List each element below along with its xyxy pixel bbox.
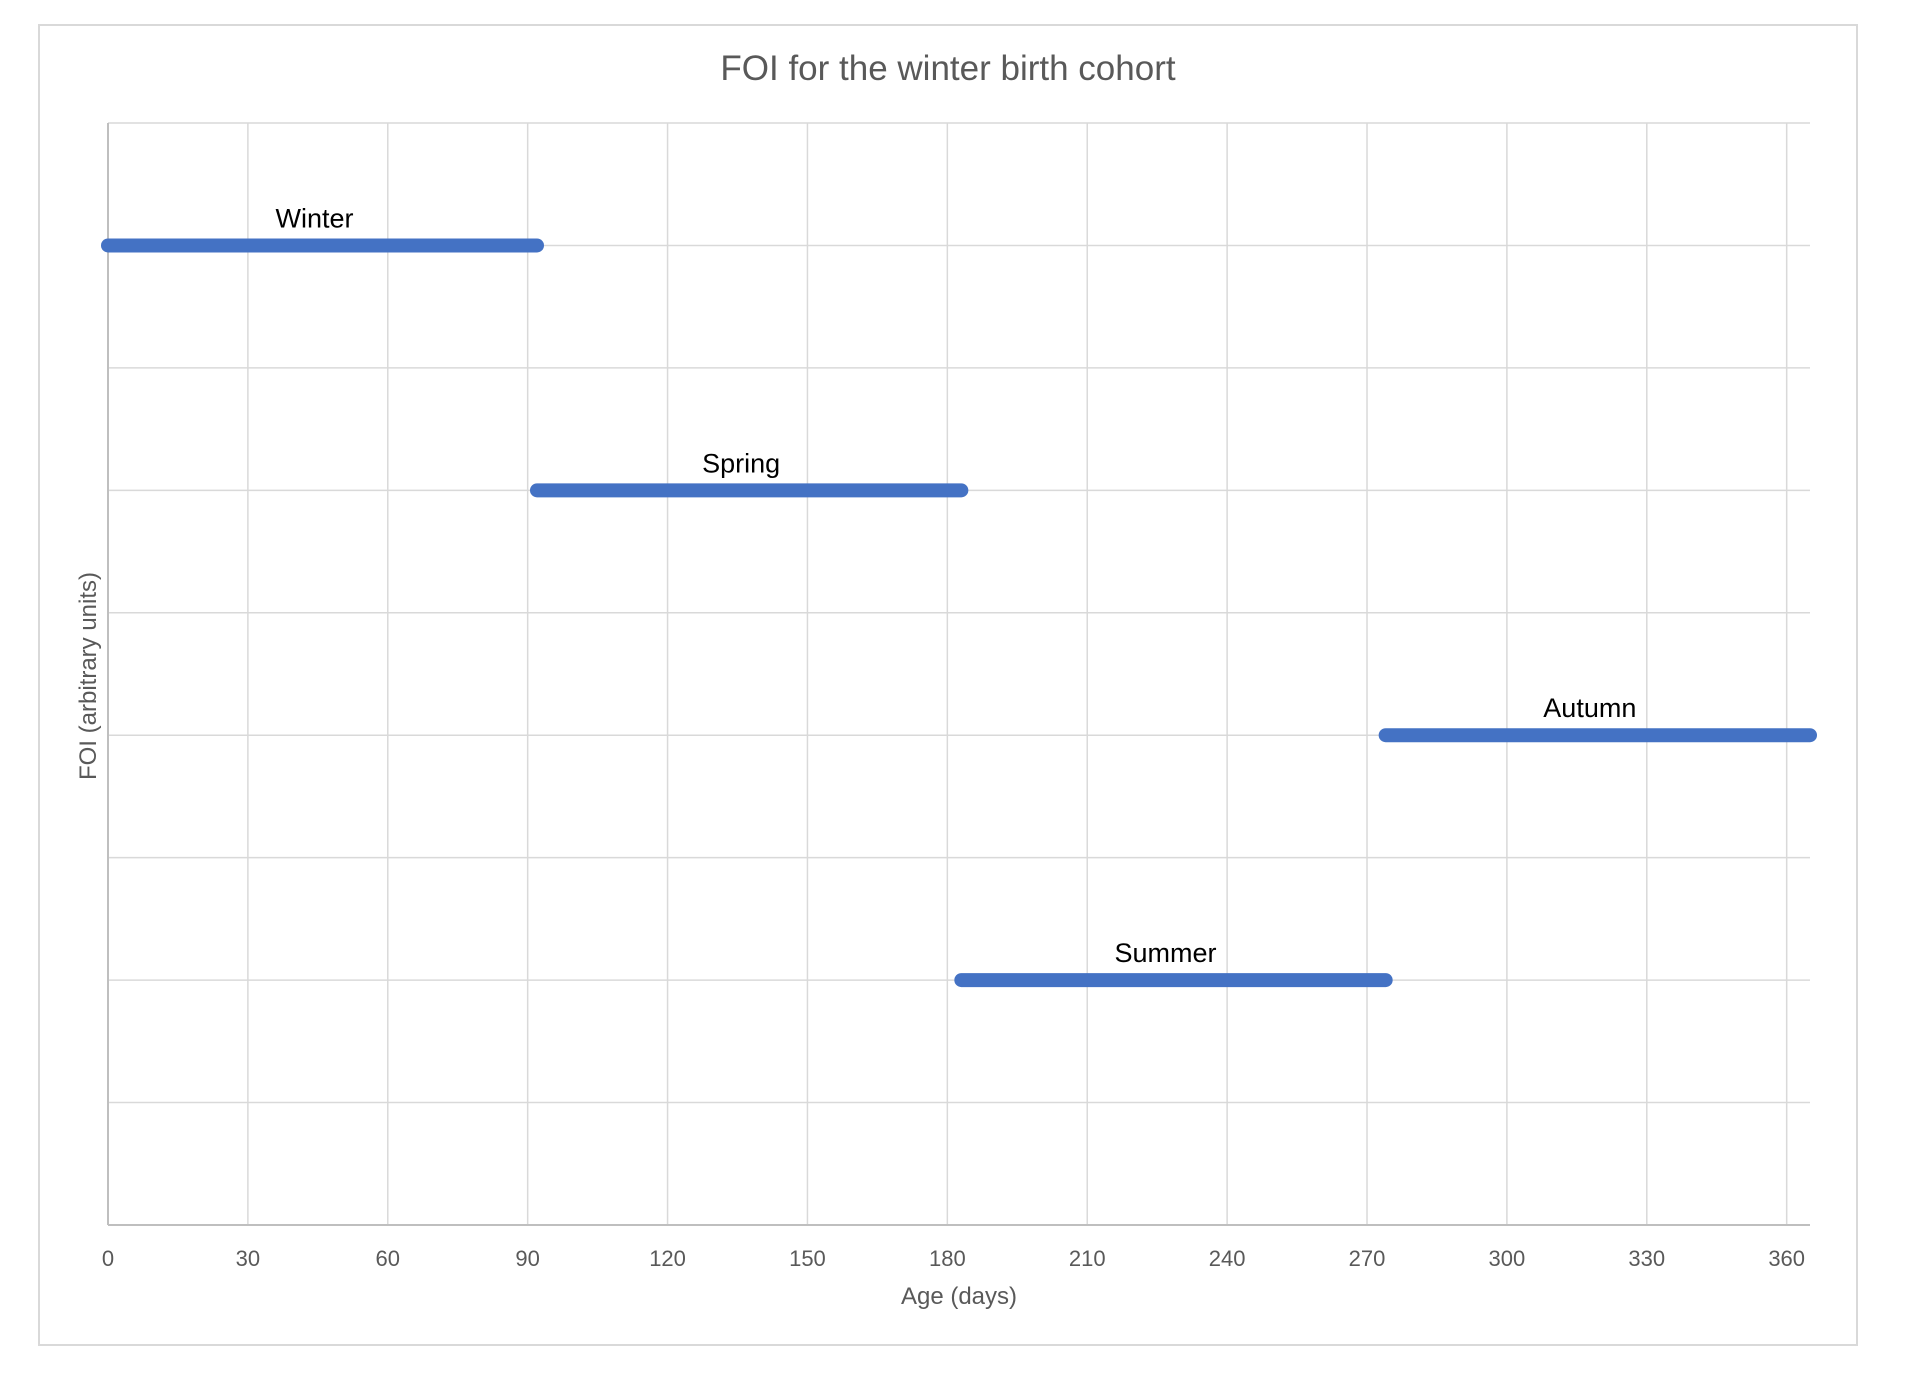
series-label-summer: Summer <box>1114 938 1216 968</box>
x-tick-label: 270 <box>1349 1246 1386 1271</box>
chart-title: FOI for the winter birth cohort <box>720 49 1175 88</box>
series-segments <box>101 238 1817 988</box>
x-tick-labels: 0 30 60 90 120 150 180 210 240 270 300 330 360 <box>102 1246 1805 1271</box>
x-tick-label: 0 <box>102 1246 114 1271</box>
series-labels: Winter Spring Summer Autumn <box>275 203 1636 968</box>
x-tick-label: 150 <box>789 1246 826 1271</box>
x-tick-label: 210 <box>1069 1246 1106 1271</box>
x-tick-label: 120 <box>649 1246 686 1271</box>
x-tick-label: 180 <box>929 1246 966 1271</box>
x-tick-label: 90 <box>515 1246 539 1271</box>
series-label-autumn: Autumn <box>1543 693 1636 723</box>
y-axis-title: FOI (arbitrary units) <box>75 572 102 780</box>
gridlines <box>108 122 1810 1225</box>
x-tick-label: 300 <box>1489 1246 1526 1271</box>
x-tick-label: 30 <box>236 1246 260 1271</box>
series-label-spring: Spring <box>702 448 780 478</box>
series-label-winter: Winter <box>275 203 353 233</box>
x-tick-label: 330 <box>1628 1246 1665 1271</box>
x-tick-label: 60 <box>376 1246 400 1271</box>
axes <box>107 123 1810 1226</box>
x-tick-label: 240 <box>1209 1246 1246 1271</box>
x-tick-label: 360 <box>1768 1246 1805 1271</box>
x-axis-title: Age (days) <box>901 1283 1017 1310</box>
